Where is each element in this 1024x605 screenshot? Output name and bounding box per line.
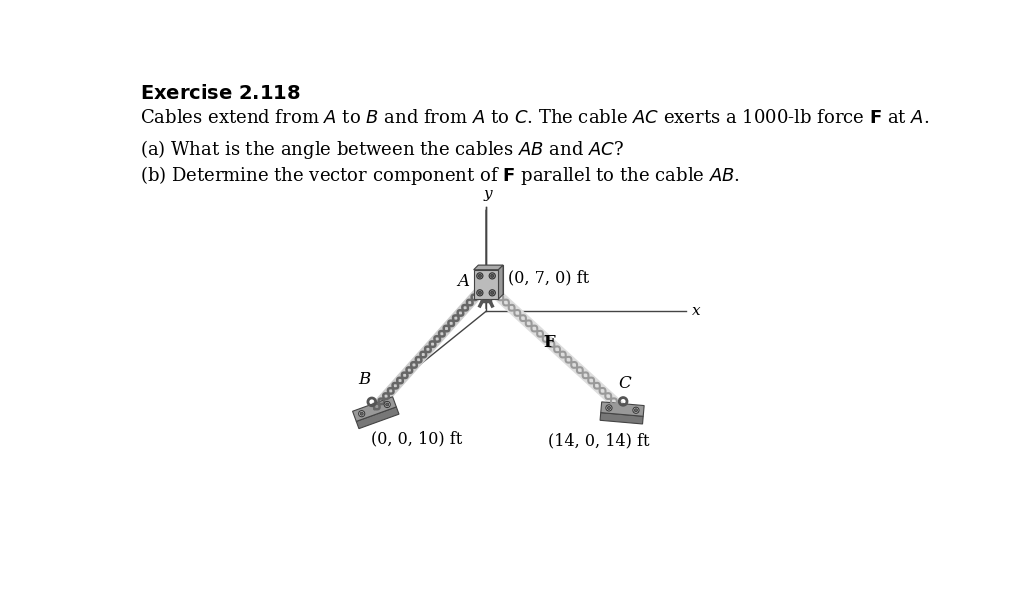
- Polygon shape: [352, 397, 396, 422]
- Circle shape: [607, 407, 610, 410]
- Text: (0, 7, 0) ft: (0, 7, 0) ft: [508, 270, 589, 287]
- Circle shape: [384, 401, 390, 408]
- Circle shape: [489, 273, 496, 279]
- Circle shape: [386, 403, 389, 406]
- Text: (0, 0, 10) ft: (0, 0, 10) ft: [371, 431, 462, 448]
- Circle shape: [360, 412, 364, 415]
- Polygon shape: [499, 265, 503, 299]
- Text: (14, 0, 14) ft: (14, 0, 14) ft: [549, 432, 650, 449]
- Circle shape: [635, 409, 638, 412]
- Polygon shape: [474, 265, 503, 270]
- Circle shape: [477, 290, 483, 296]
- Polygon shape: [474, 270, 499, 299]
- Text: x: x: [692, 304, 700, 318]
- Circle shape: [606, 405, 612, 411]
- Text: Cables extend from $\it{A}$ to $\it{B}$ and from $\it{A}$ to $\it{C}$. The cable: Cables extend from $\it{A}$ to $\it{B}$ …: [139, 109, 929, 127]
- Circle shape: [490, 274, 494, 278]
- Circle shape: [478, 274, 481, 278]
- Polygon shape: [478, 265, 503, 295]
- Circle shape: [358, 411, 365, 417]
- Text: F: F: [544, 333, 555, 350]
- Text: B: B: [358, 370, 371, 388]
- Circle shape: [633, 407, 639, 413]
- Polygon shape: [356, 407, 399, 428]
- Circle shape: [489, 290, 496, 296]
- Text: $\bf{Exercise\ 2.118}$: $\bf{Exercise\ 2.118}$: [139, 84, 300, 103]
- Text: (b) Determine the vector component of $\bf{F}$ parallel to the cable $\it{AB}$.: (b) Determine the vector component of $\…: [139, 164, 739, 187]
- Circle shape: [477, 273, 483, 279]
- Polygon shape: [601, 402, 644, 416]
- Circle shape: [490, 291, 494, 295]
- Text: A: A: [457, 273, 469, 290]
- Text: (a) What is the angle between the cables $\it{AB}$ and $\it{AC}$?: (a) What is the angle between the cables…: [139, 138, 624, 161]
- Circle shape: [478, 291, 481, 295]
- Text: z: z: [381, 388, 389, 402]
- Text: C: C: [618, 375, 632, 392]
- Polygon shape: [600, 413, 643, 424]
- Text: y: y: [483, 187, 492, 201]
